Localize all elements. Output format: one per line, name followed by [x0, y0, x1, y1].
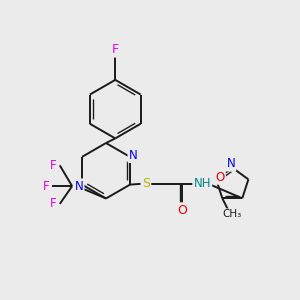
Text: O: O	[177, 203, 187, 217]
Text: CH₃: CH₃	[222, 209, 241, 220]
Text: F: F	[50, 197, 57, 210]
Text: N: N	[129, 149, 137, 162]
Text: F: F	[50, 159, 57, 172]
Text: N: N	[74, 180, 83, 193]
Text: N: N	[226, 157, 235, 170]
Text: F: F	[112, 44, 119, 56]
Text: NH: NH	[194, 177, 211, 190]
Text: F: F	[43, 180, 49, 193]
Text: O: O	[215, 171, 225, 184]
Text: S: S	[142, 177, 150, 190]
